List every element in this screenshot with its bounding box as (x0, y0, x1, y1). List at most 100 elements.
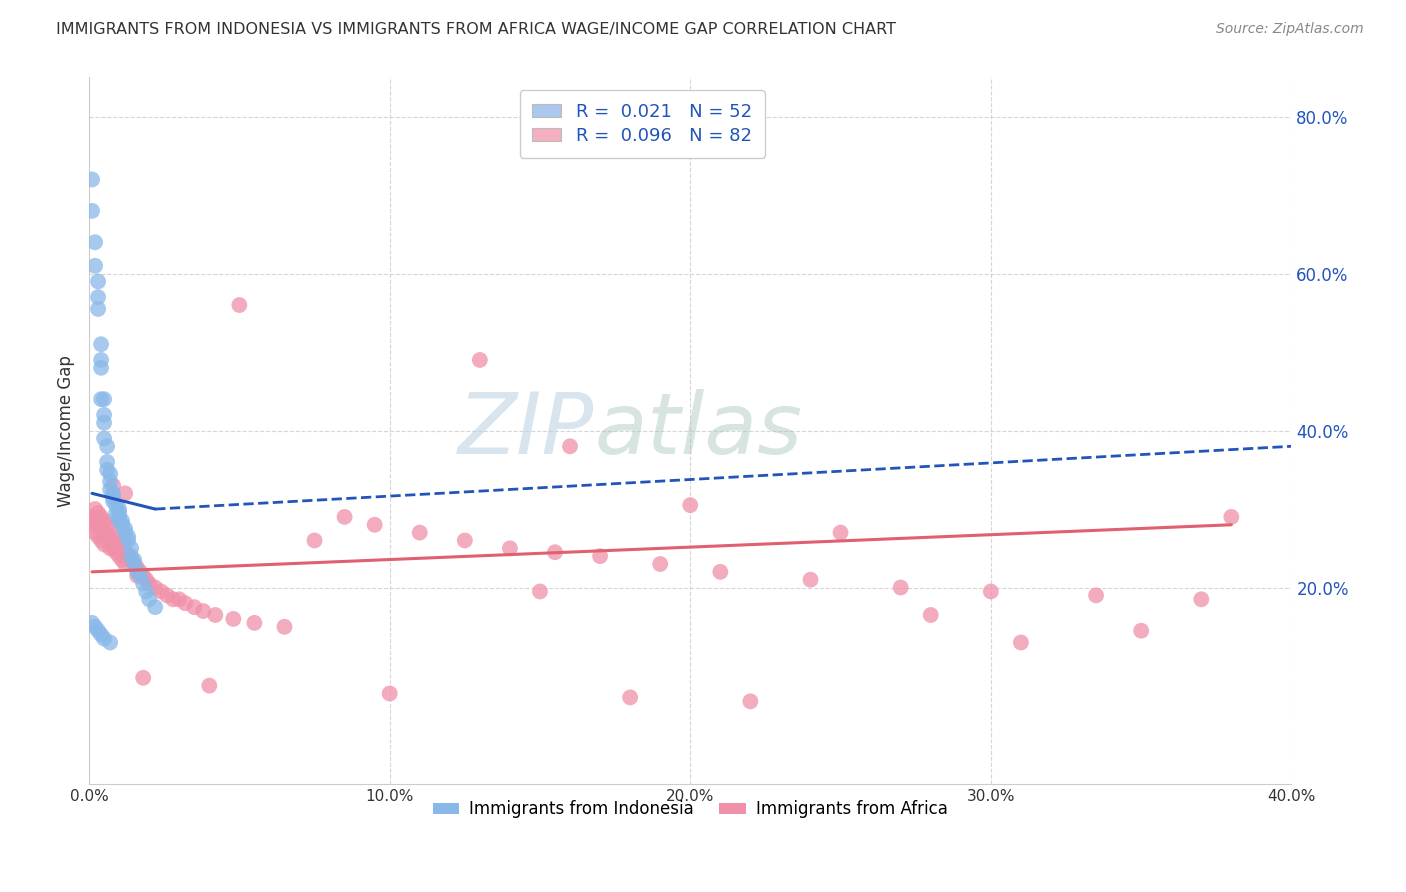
Point (174, 596, 197, 610)
Point (84, 235, 107, 250)
Point (650, 557, 672, 571)
Point (93, 416, 115, 430)
Legend: Immigrants from Indonesia, Immigrants from Africa: Immigrants from Indonesia, Immigrants fr… (426, 794, 955, 825)
Point (150, 584, 173, 599)
Point (273, 620, 295, 634)
Point (108, 549, 131, 563)
Point (1085, 588, 1108, 602)
Point (80, 172, 103, 186)
Point (499, 541, 522, 556)
Point (98, 635, 121, 649)
Point (90, 522, 112, 536)
Point (122, 557, 145, 571)
Text: atlas: atlas (595, 389, 801, 472)
Point (93, 408, 115, 422)
Point (183, 600, 205, 615)
Point (135, 584, 157, 599)
Point (468, 353, 491, 368)
Point (799, 573, 821, 587)
Point (120, 549, 142, 563)
Point (114, 545, 136, 559)
Point (111, 514, 134, 528)
Point (333, 509, 356, 524)
Point (117, 533, 139, 548)
Point (409, 525, 432, 540)
Point (87, 529, 110, 543)
Point (87, 290, 110, 304)
Point (709, 565, 731, 579)
Point (830, 525, 852, 540)
Point (87, 624, 110, 638)
Point (143, 581, 166, 595)
Point (156, 588, 179, 602)
Point (90, 337, 112, 351)
Point (108, 502, 131, 516)
Point (243, 615, 266, 630)
Point (90, 509, 112, 524)
Point (108, 514, 131, 528)
Point (93, 537, 115, 551)
Point (129, 565, 152, 579)
Point (93, 514, 115, 528)
Point (87, 506, 110, 520)
Point (132, 576, 155, 591)
Point (167, 592, 190, 607)
Point (740, 694, 762, 708)
Point (90, 533, 112, 548)
Point (117, 549, 139, 563)
Point (135, 573, 157, 587)
Point (544, 545, 567, 559)
Point (93, 432, 115, 446)
Point (127, 561, 149, 575)
Point (98, 522, 121, 536)
Point (529, 584, 551, 599)
Point (96, 463, 118, 477)
Point (87, 301, 110, 316)
Point (108, 537, 131, 551)
Point (108, 509, 131, 524)
Point (84, 620, 107, 634)
Point (96, 455, 118, 469)
Point (228, 298, 250, 312)
Point (111, 553, 134, 567)
Point (193, 604, 215, 618)
Text: Source: ZipAtlas.com: Source: ZipAtlas.com (1216, 22, 1364, 37)
Point (132, 671, 155, 685)
Point (105, 545, 128, 559)
Point (143, 600, 166, 615)
Point (101, 494, 124, 508)
Point (105, 533, 128, 548)
Point (90, 360, 112, 375)
Point (98, 475, 121, 489)
Point (198, 679, 221, 693)
Text: IMMIGRANTS FROM INDONESIA VS IMMIGRANTS FROM AFRICA WAGE/INCOME GAP CORRELATION : IMMIGRANTS FROM INDONESIA VS IMMIGRANTS … (56, 22, 896, 37)
Point (80, 615, 103, 630)
Point (1130, 624, 1153, 638)
Point (90, 627, 112, 641)
Point (98, 541, 121, 556)
Point (114, 525, 136, 540)
Point (222, 612, 245, 626)
Point (589, 549, 612, 563)
Point (890, 581, 912, 595)
Point (120, 541, 142, 556)
Point (920, 607, 942, 622)
Point (304, 533, 326, 548)
Point (80, 509, 103, 524)
Point (101, 491, 124, 505)
Point (101, 478, 124, 492)
Point (101, 486, 124, 500)
Point (98, 467, 121, 481)
Point (98, 483, 121, 497)
Point (101, 541, 124, 556)
Point (454, 533, 477, 548)
Point (114, 522, 136, 536)
Point (93, 392, 115, 407)
Point (93, 525, 115, 540)
Point (558, 439, 581, 453)
Point (87, 517, 110, 532)
Point (980, 584, 1002, 599)
Y-axis label: Wage/Income Gap: Wage/Income Gap (58, 355, 75, 507)
Point (93, 632, 115, 646)
Point (105, 498, 128, 512)
